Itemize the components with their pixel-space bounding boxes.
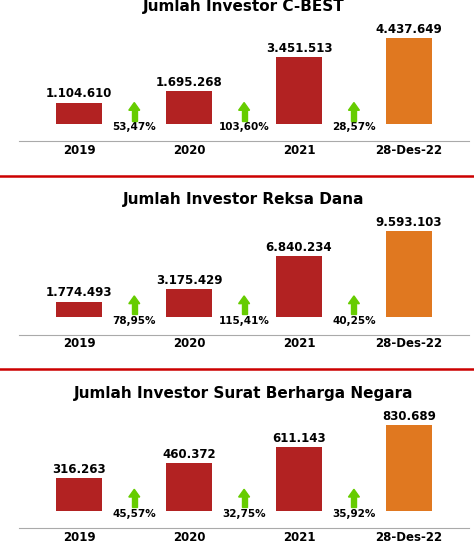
Polygon shape bbox=[242, 111, 246, 120]
Polygon shape bbox=[129, 296, 140, 304]
Bar bbox=[386, 38, 432, 124]
Text: 6.840.234: 6.840.234 bbox=[266, 241, 332, 254]
Title: Jumlah Investor C-BEST: Jumlah Investor C-BEST bbox=[143, 0, 345, 14]
Bar bbox=[56, 478, 102, 511]
Polygon shape bbox=[348, 490, 359, 497]
Text: 1.695.268: 1.695.268 bbox=[156, 76, 223, 89]
Text: 4.437.649: 4.437.649 bbox=[375, 23, 442, 36]
Polygon shape bbox=[348, 296, 359, 304]
Polygon shape bbox=[132, 304, 137, 314]
Text: 3.451.513: 3.451.513 bbox=[266, 42, 332, 55]
Polygon shape bbox=[242, 497, 246, 507]
Title: Jumlah Investor Reksa Dana: Jumlah Investor Reksa Dana bbox=[123, 192, 365, 207]
Text: 460.372: 460.372 bbox=[163, 448, 216, 461]
Polygon shape bbox=[129, 490, 140, 497]
Polygon shape bbox=[242, 304, 246, 314]
Bar bbox=[166, 289, 212, 317]
Text: 35,92%: 35,92% bbox=[332, 509, 375, 519]
Bar bbox=[276, 256, 322, 317]
Bar bbox=[56, 301, 102, 317]
Polygon shape bbox=[238, 102, 250, 111]
Bar bbox=[56, 103, 102, 124]
Polygon shape bbox=[351, 111, 356, 120]
Text: 1.774.493: 1.774.493 bbox=[46, 287, 113, 299]
Text: 53,47%: 53,47% bbox=[112, 122, 156, 133]
Text: 45,57%: 45,57% bbox=[112, 509, 156, 519]
Text: 103,60%: 103,60% bbox=[219, 122, 270, 133]
Text: 316.263: 316.263 bbox=[53, 463, 106, 476]
Text: 1.104.610: 1.104.610 bbox=[46, 87, 112, 101]
Text: 78,95%: 78,95% bbox=[112, 316, 156, 326]
Text: 115,41%: 115,41% bbox=[219, 316, 270, 326]
Text: 830.689: 830.689 bbox=[382, 410, 436, 422]
Bar bbox=[166, 463, 212, 511]
Polygon shape bbox=[351, 497, 356, 507]
Polygon shape bbox=[351, 304, 356, 314]
Polygon shape bbox=[129, 102, 140, 111]
Bar bbox=[386, 232, 432, 317]
Text: 9.593.103: 9.593.103 bbox=[375, 216, 442, 229]
Polygon shape bbox=[238, 296, 250, 304]
Text: 3.175.429: 3.175.429 bbox=[156, 274, 222, 287]
Bar bbox=[386, 425, 432, 511]
Bar bbox=[276, 448, 322, 511]
Text: 611.143: 611.143 bbox=[272, 432, 326, 446]
Polygon shape bbox=[348, 102, 359, 111]
Title: Jumlah Investor Surat Berharga Negara: Jumlah Investor Surat Berharga Negara bbox=[74, 386, 414, 401]
Text: 28,57%: 28,57% bbox=[332, 122, 376, 133]
Text: 40,25%: 40,25% bbox=[332, 316, 376, 326]
Polygon shape bbox=[132, 497, 137, 507]
Bar bbox=[276, 57, 322, 124]
Polygon shape bbox=[132, 111, 137, 120]
Bar bbox=[166, 91, 212, 124]
Polygon shape bbox=[238, 490, 250, 497]
Text: 32,75%: 32,75% bbox=[222, 509, 266, 519]
